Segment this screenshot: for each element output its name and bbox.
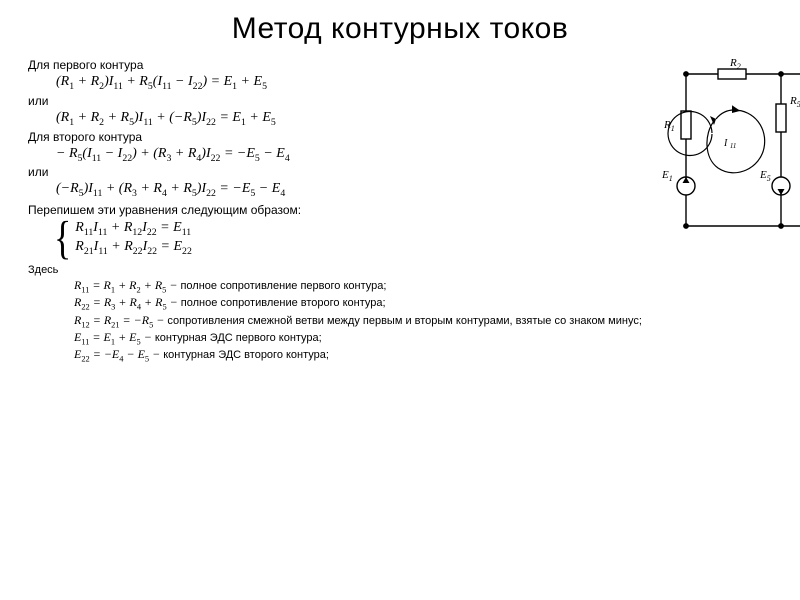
rewrite-label: Перепишем эти уравнения следующим образо… [28,203,642,217]
sys-eq-2: R21I11 + R22I22 = E22 [75,239,192,257]
for-loop-2-label: Для второго контура [28,130,642,144]
or-1: или [28,94,642,108]
label-E5: E5 [759,169,771,183]
for-loop-1-label: Для первого контура [28,58,642,72]
label-I11: I 11 [723,138,736,150]
here-label: Здесь [28,264,642,276]
system-brace: { R11I11 + R12I22 = E11 R21I11 + R22I22 … [28,219,642,258]
brace-icon: { [54,215,71,262]
content: Для первого контура (R1 + R2)I11 + R5(I1… [28,56,772,365]
eq-2b: (−R5)I11 + (R3 + R4 + R5)I22 = −E5 − E4 [28,181,642,199]
eq-2a: − R5(I11 − I22) + (R3 + R4)I22 = −E5 − E… [28,146,642,164]
eq-1a: (R1 + R2)I11 + R5(I11 − I22) = E1 + E5 [28,74,642,92]
sys-eq-1: R11I11 + R12I22 = E11 [75,220,192,238]
label-R1: R1 [663,119,675,133]
circuit-diagram: R2 R3 R1 R5 R4 E1 E5 E4 I 11 I 22 [656,56,800,365]
def-E11: E11 = E1 + E5 − контурная ЭДС первого ко… [74,330,642,346]
label-E1: E1 [661,169,673,183]
definitions: R11 = R1 + R2 + R5 − полное сопротивлени… [28,278,642,364]
equations-column: Для первого контура (R1 + R2)I11 + R5(I1… [28,56,642,365]
label-R2: R2 [729,57,741,71]
or-2: или [28,165,642,179]
def-E22: E22 = −E4 − E5 − контурная ЭДС второго к… [74,347,642,363]
def-R22: R22 = R3 + R4 + R5 − полное сопротивлени… [74,295,642,311]
def-R12: R12 = R21 = −R5 − сопротивления смежной … [74,313,642,329]
page-title: Метод контурных токов [28,12,772,46]
label-R5: R5 [789,95,800,109]
def-R11: R11 = R1 + R2 + R5 − полное сопротивлени… [74,278,642,294]
eq-1b: (R1 + R2 + R5)I11 + (−R5)I22 = E1 + E5 [28,110,642,128]
